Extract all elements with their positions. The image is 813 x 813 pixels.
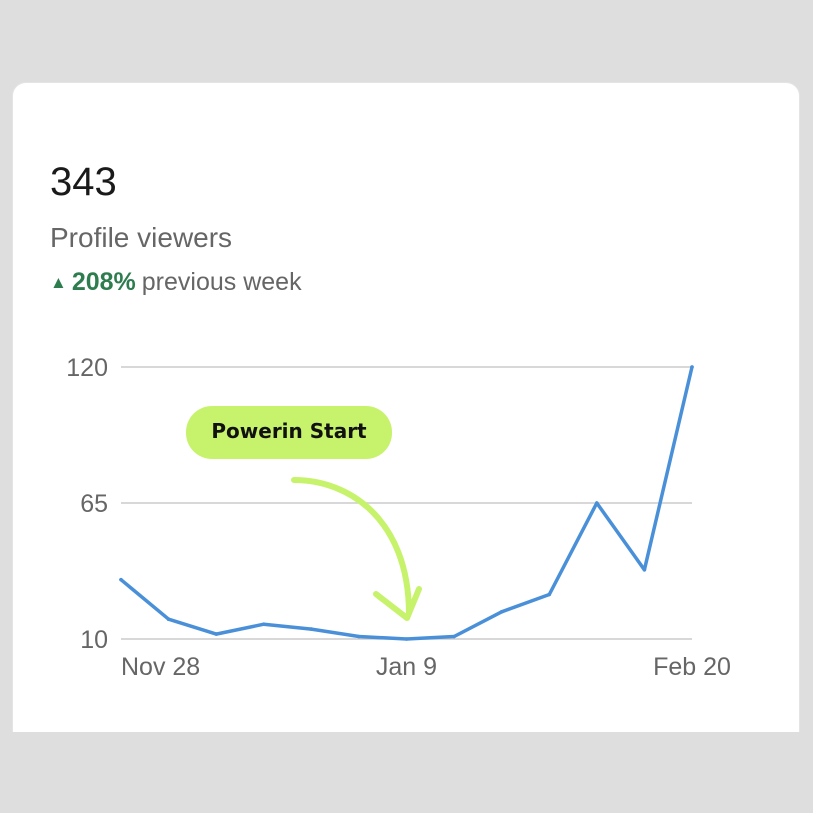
- y-tick-label: 65: [80, 490, 108, 518]
- annotation-arrow: [291, 477, 412, 615]
- bottom-band: [0, 732, 813, 813]
- data-point: [595, 501, 599, 505]
- delta-row: ▲ 208% previous week: [50, 270, 302, 295]
- data-point: [119, 577, 123, 582]
- x-tick-label: Feb 20: [653, 653, 731, 681]
- data-point: [499, 610, 504, 614]
- data-point: [357, 634, 361, 639]
- data-point: [642, 567, 647, 572]
- data-point: [547, 592, 552, 597]
- x-tick-label: Jan 9: [376, 653, 437, 681]
- data-point: [166, 617, 171, 622]
- annotation: Powerin Start: [186, 406, 422, 621]
- delta-value: 208%: [71, 268, 136, 296]
- y-tick-label: 10: [80, 626, 108, 654]
- data-point: [309, 627, 314, 631]
- metric-value: 343: [50, 160, 117, 204]
- data-point: [261, 622, 266, 626]
- delta-text: previous week: [141, 268, 302, 296]
- profile-viewers-card: [12, 82, 800, 782]
- data-point: [452, 634, 456, 639]
- y-tick-labels: 10 65 120: [66, 354, 108, 654]
- annotation-label: Powerin Start: [211, 419, 367, 443]
- annotation-pill: [186, 406, 392, 459]
- data-point: [214, 632, 218, 636]
- x-tick-label: Nov 28: [121, 653, 200, 681]
- annotation-arrowhead: [373, 586, 422, 621]
- metric-label: Profile viewers: [50, 222, 233, 253]
- x-tick-labels: Nov 28 Jan 9 Feb 20: [121, 653, 731, 681]
- data-points: [119, 365, 694, 641]
- triangle-up-icon: ▲: [50, 273, 67, 292]
- data-point: [404, 637, 409, 641]
- data-point: [690, 365, 694, 369]
- y-tick-label: 120: [66, 354, 108, 382]
